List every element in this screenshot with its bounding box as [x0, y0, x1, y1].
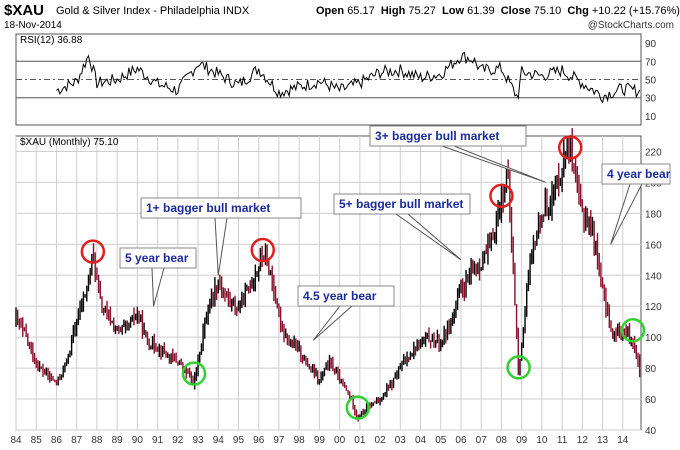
year-tick-label: 14: [617, 435, 629, 446]
year-tick-label: 96: [253, 435, 265, 446]
year-tick-label: 92: [172, 435, 184, 446]
rsi-line: [56, 51, 641, 104]
callout-box: [119, 247, 197, 269]
high-value: 75.27: [408, 5, 436, 17]
market-top-circle: [489, 183, 514, 209]
price-tick-label: 140: [645, 271, 662, 282]
price-tick-label: 160: [645, 240, 662, 251]
price-tick-label: 220: [645, 147, 662, 158]
callout-box: [140, 197, 302, 219]
callout-box: [333, 193, 471, 215]
year-tick-label: 95: [233, 435, 245, 446]
chart-index-name: Gold & Silver Index - Philadelphia INDX: [56, 5, 250, 17]
year-tick-label: 85: [31, 435, 43, 446]
year-tick-label: 02: [375, 435, 387, 446]
year-tick-label: 04: [415, 435, 427, 446]
callout-label: 5+ bagger bull market: [339, 197, 463, 211]
price-frame: [15, 135, 642, 431]
callout-label: 1+ bagger bull market: [146, 201, 270, 215]
callout-box: [601, 163, 671, 185]
callout-label: 4.5 year bear: [303, 289, 377, 303]
ohlc-readout: Open 65.17 High 75.27 Low 61.39 Close 75…: [316, 5, 680, 17]
year-tick-label: 05: [435, 435, 447, 446]
market-top-circle: [250, 237, 276, 263]
stockcharts-copyright: @StockCharts.com: [587, 20, 674, 31]
price-title: $XAU (Monthly) 75.10: [20, 137, 119, 148]
year-tick-label: 98: [294, 435, 306, 446]
market-bottom-circle: [181, 361, 207, 386]
market-bottom-circle: [345, 395, 371, 420]
callout-label: 5 year bear: [125, 251, 189, 265]
low-value: 61.39: [467, 5, 495, 17]
year-tick-label: 84: [10, 435, 22, 446]
year-tick-label: 00: [334, 435, 346, 446]
year-tick-label: 94: [213, 435, 225, 446]
rsi-tick-label: 30: [645, 94, 657, 105]
year-tick-label: 10: [536, 435, 548, 446]
year-tick-label: 12: [577, 435, 589, 446]
market-bottom-circle: [620, 318, 646, 343]
open-value: 65.17: [347, 5, 375, 17]
market-bottom-circle: [506, 355, 531, 380]
close-value: 75.10: [533, 5, 562, 17]
price-tick-label: 120: [645, 302, 662, 313]
year-tick-label: 88: [91, 435, 103, 446]
callout-box: [297, 285, 395, 307]
year-tick-label: 08: [496, 435, 508, 446]
year-tick-label: 87: [71, 435, 83, 446]
callout-label: 3+ bagger bull market: [375, 129, 499, 143]
close-label: Close: [500, 5, 531, 17]
rsi-title: RSI(12) 36.88: [20, 35, 83, 46]
year-tick-label: 03: [395, 435, 407, 446]
rsi-tick-label: 90: [645, 39, 657, 50]
price-panel: 4060801001201401601802002208485868788899…: [10, 128, 662, 446]
year-tick-label: 99: [314, 435, 326, 446]
rsi-tick-label: 70: [645, 57, 657, 68]
chart-symbol: $XAU: [4, 2, 45, 19]
year-tick-label: 09: [516, 435, 528, 446]
year-tick-label: 90: [132, 435, 144, 446]
price-tick-label: 80: [645, 364, 657, 375]
year-tick-label: 89: [112, 435, 124, 446]
chg-label: Chg: [567, 5, 589, 17]
year-tick-label: 86: [51, 435, 63, 446]
chg-value: +10.22 (+15.76%): [591, 5, 680, 17]
year-tick-label: 91: [152, 435, 164, 446]
year-tick-label: 01: [354, 435, 366, 446]
year-tick-label: 11: [557, 435, 568, 446]
year-tick-label: 93: [192, 435, 204, 446]
rsi-tick-label: 50: [645, 76, 657, 87]
year-tick-label: 97: [273, 435, 285, 446]
year-tick-label: 13: [597, 435, 609, 446]
high-label: High: [380, 5, 406, 17]
price-tick-label: 60: [645, 395, 657, 406]
market-top-circle: [557, 135, 583, 160]
market-top-circle: [80, 239, 106, 264]
chart-date: 18-Nov-2014: [4, 20, 62, 31]
rsi-tick-label: 10: [645, 112, 657, 123]
callout-box: [369, 125, 527, 147]
callout-label: 4 year bear: [607, 167, 671, 181]
price-tick-label: 100: [645, 333, 662, 344]
year-tick-label: 07: [476, 435, 488, 446]
rsi-panel: 10 30 50 70 90 RSI(12) 36.88: [15, 33, 657, 126]
price-tick-label: 180: [645, 209, 662, 220]
annotation-layer: 1+ bagger bull market 5 year bear 4.5 year…: [80, 125, 671, 420]
price-tick-label: 40: [645, 426, 657, 437]
open-label: Open: [316, 5, 345, 17]
low-label: Low: [442, 5, 465, 17]
year-tick-label: 06: [455, 435, 467, 446]
